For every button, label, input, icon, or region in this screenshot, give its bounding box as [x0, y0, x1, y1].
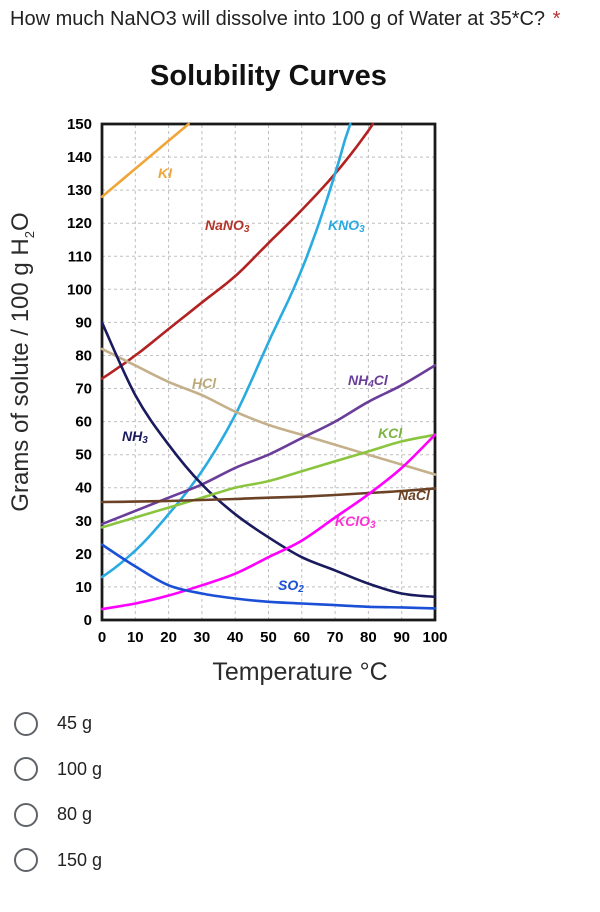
- svg-text:140: 140: [67, 149, 92, 166]
- svg-text:20: 20: [160, 629, 177, 646]
- svg-text:60: 60: [293, 629, 310, 646]
- svg-text:100: 100: [422, 629, 447, 646]
- svg-text:KI: KI: [158, 165, 173, 181]
- svg-text:80: 80: [75, 348, 92, 365]
- svg-text:110: 110: [68, 248, 92, 265]
- svg-text:10: 10: [127, 629, 144, 646]
- svg-text:0: 0: [98, 629, 106, 646]
- svg-text:KClO3: KClO3: [335, 513, 376, 531]
- svg-text:30: 30: [75, 513, 92, 530]
- svg-text:150: 150: [67, 116, 92, 133]
- svg-text:NaCl: NaCl: [398, 487, 431, 503]
- svg-text:60: 60: [75, 414, 92, 431]
- svg-text:50: 50: [260, 629, 277, 646]
- svg-text:50: 50: [75, 447, 92, 464]
- svg-text:NaNO3: NaNO3: [205, 217, 250, 235]
- svg-text:KCl: KCl: [378, 425, 403, 441]
- svg-text:130: 130: [67, 182, 92, 199]
- svg-text:70: 70: [75, 381, 92, 398]
- svg-text:HCl: HCl: [192, 375, 217, 391]
- svg-text:30: 30: [194, 629, 211, 646]
- svg-text:20: 20: [75, 546, 92, 563]
- svg-text:80: 80: [360, 629, 377, 646]
- svg-text:0: 0: [84, 612, 92, 629]
- svg-text:10: 10: [75, 579, 92, 596]
- svg-text:90: 90: [75, 314, 92, 331]
- svg-text:70: 70: [327, 629, 344, 646]
- svg-text:100: 100: [67, 281, 92, 298]
- svg-text:40: 40: [75, 480, 92, 497]
- svg-text:40: 40: [227, 629, 244, 646]
- svg-text:120: 120: [67, 215, 92, 232]
- svg-text:90: 90: [393, 629, 410, 646]
